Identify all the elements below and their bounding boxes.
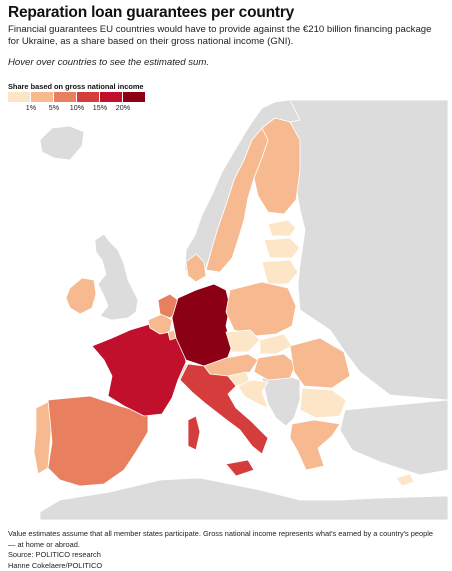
country-hungary[interactable] bbox=[254, 354, 296, 380]
uk-region bbox=[95, 234, 138, 320]
country-greece[interactable] bbox=[290, 420, 340, 470]
country-lithuania[interactable] bbox=[262, 260, 298, 284]
footer-note-line2: — at home or abroad. bbox=[8, 540, 448, 551]
country-estonia[interactable] bbox=[268, 220, 296, 236]
legend-title: Share based on gross national income bbox=[8, 82, 144, 91]
page-subtitle: Financial guarantees EU countries would … bbox=[8, 24, 444, 47]
footer-credit: Hanne Cokelaere/POLITICO bbox=[8, 561, 448, 571]
footer-note-line1: Value estimates assume that all member s… bbox=[8, 529, 448, 540]
turkey-region bbox=[340, 400, 448, 475]
country-croatia[interactable] bbox=[238, 380, 268, 408]
country-cyprus[interactable] bbox=[396, 474, 414, 486]
country-poland[interactable] bbox=[226, 282, 296, 336]
iceland-region bbox=[40, 126, 84, 160]
europe-map bbox=[8, 100, 448, 520]
country-bulgaria[interactable] bbox=[300, 388, 346, 418]
country-latvia[interactable] bbox=[264, 238, 300, 258]
country-ireland[interactable] bbox=[66, 278, 96, 314]
hover-hint: Hover over countries to see the estimate… bbox=[8, 57, 209, 68]
footer: Value estimates assume that all member s… bbox=[8, 529, 448, 571]
page-title: Reparation loan guarantees per country bbox=[8, 4, 448, 22]
country-slovakia[interactable] bbox=[260, 334, 292, 354]
footer-source: Source: POLITICO research bbox=[8, 550, 448, 561]
